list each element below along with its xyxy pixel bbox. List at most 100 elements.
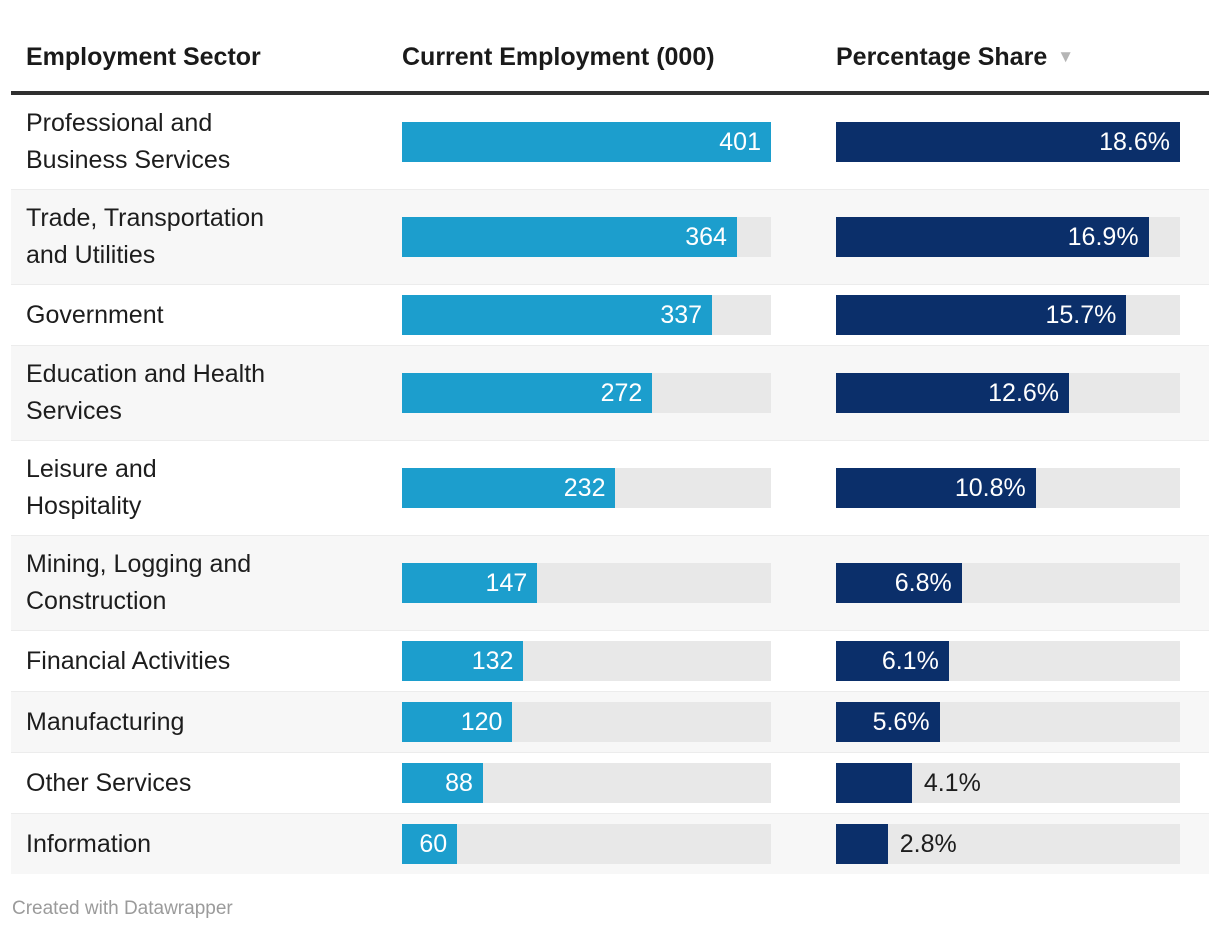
share-bar-track: 15.7% bbox=[836, 295, 1180, 335]
employment-bar-track: 88 bbox=[402, 763, 771, 803]
table-row: Government 337 15.7% bbox=[11, 284, 1209, 345]
employment-value: 337 bbox=[660, 300, 703, 329]
sector-label: Government bbox=[26, 300, 164, 329]
employment-bar-track: 60 bbox=[402, 824, 771, 864]
sector-label: Other Services bbox=[26, 768, 192, 797]
share-bar: 6.1% bbox=[836, 641, 949, 681]
share-bar-track: 18.6% bbox=[836, 122, 1180, 162]
share-value: 2.8% bbox=[899, 829, 957, 858]
share-bar: 5.6% bbox=[836, 702, 940, 742]
column-header-percentage-share[interactable]: Percentage Share ▼ bbox=[836, 42, 1180, 72]
employment-value: 88 bbox=[445, 768, 473, 797]
employment-bar-track: 147 bbox=[402, 563, 771, 603]
employment-bar: 364 bbox=[402, 217, 737, 257]
share-cell: 4.1% bbox=[836, 763, 1180, 803]
employment-cell: 60 bbox=[402, 824, 771, 864]
employment-value: 364 bbox=[685, 222, 727, 251]
share-value: 10.8% bbox=[954, 473, 1026, 502]
share-cell: 6.1% bbox=[836, 641, 1180, 681]
share-cell: 5.6% bbox=[836, 702, 1180, 742]
share-value: 6.1% bbox=[881, 646, 939, 675]
sector-label: Manufacturing bbox=[26, 707, 185, 736]
employment-cell: 147 bbox=[402, 563, 771, 603]
employment-bar: 232 bbox=[402, 468, 616, 508]
share-value: 4.1% bbox=[923, 768, 981, 797]
column-header-percentage-share-label: Percentage Share bbox=[836, 43, 1048, 71]
employment-bar: 88 bbox=[402, 763, 483, 803]
sector-label: Leisure and Hospitality bbox=[26, 455, 157, 520]
employment-value: 120 bbox=[460, 707, 503, 736]
share-bar-track: 10.8% bbox=[836, 468, 1180, 508]
share-value: 18.6% bbox=[1099, 127, 1170, 156]
employment-bar: 120 bbox=[402, 702, 513, 742]
share-bar: 12.6% bbox=[836, 373, 1070, 413]
share-bar-track: 6.1% bbox=[836, 641, 1180, 681]
column-header-employment-sector[interactable]: Employment Sector bbox=[26, 43, 261, 71]
column-header-current-employment[interactable]: Current Employment (000) bbox=[402, 43, 715, 71]
employment-cell: 132 bbox=[402, 641, 771, 681]
employment-value: 232 bbox=[563, 473, 606, 502]
table-row: Trade, Transportation and Utilities 364 16… bbox=[11, 189, 1209, 284]
table-row: Mining, Logging and Construction 147 6.8% bbox=[11, 535, 1209, 630]
sector-label: Trade, Transportation and Utilities bbox=[26, 204, 265, 269]
sector-label: Financial Activities bbox=[26, 646, 231, 675]
sector-label: Mining, Logging and Construction bbox=[26, 550, 252, 615]
share-bar-track: 12.6% bbox=[836, 373, 1180, 413]
employment-bar: 272 bbox=[402, 373, 653, 413]
table-row: Education and Health Services 272 12.6% bbox=[11, 345, 1209, 440]
employment-cell: 88 bbox=[402, 763, 771, 803]
share-cell: 10.8% bbox=[836, 468, 1180, 508]
share-cell: 15.7% bbox=[836, 295, 1180, 335]
employment-bar-track: 337 bbox=[402, 295, 771, 335]
employment-value: 401 bbox=[719, 127, 761, 156]
employment-bar-track: 120 bbox=[402, 702, 771, 742]
employment-bar-track: 364 bbox=[402, 217, 771, 257]
datawrapper-attribution[interactable]: Created with Datawrapper bbox=[12, 898, 233, 919]
sector-label: Information bbox=[26, 829, 152, 858]
share-bar-track: 2.8% bbox=[836, 824, 1180, 864]
employment-bar-track: 401 bbox=[402, 122, 771, 162]
table-row: Financial Activities 132 6.1% bbox=[11, 630, 1209, 691]
table-row: Leisure and Hospitality 232 10.8% bbox=[11, 440, 1209, 535]
share-cell: 12.6% bbox=[836, 373, 1180, 413]
employment-cell: 401 bbox=[402, 122, 771, 162]
employment-bar: 337 bbox=[402, 295, 713, 335]
employment-bar: 147 bbox=[402, 563, 538, 603]
table-row: Professional and Business Services 401 18.… bbox=[11, 95, 1209, 189]
employment-value: 132 bbox=[471, 646, 514, 675]
share-bar: 10.8% bbox=[836, 468, 1036, 508]
employment-bar-track: 132 bbox=[402, 641, 771, 681]
employment-cell: 232 bbox=[402, 468, 771, 508]
employment-bar: 401 bbox=[402, 122, 771, 162]
employment-value: 272 bbox=[600, 378, 643, 407]
sort-descending-icon[interactable]: ▼ bbox=[1057, 47, 1075, 66]
employment-bar: 132 bbox=[402, 641, 524, 681]
share-value: 16.9% bbox=[1067, 222, 1139, 251]
table-row: Other Services 88 4.1% bbox=[11, 752, 1209, 813]
share-bar: 6.8% bbox=[836, 563, 962, 603]
sector-label: Professional and Business Services bbox=[26, 109, 231, 174]
share-cell: 18.6% bbox=[836, 122, 1180, 162]
employment-bar-track: 232 bbox=[402, 468, 771, 508]
share-cell: 2.8% bbox=[836, 824, 1180, 864]
employment-cell: 364 bbox=[402, 217, 771, 257]
employment-cell: 120 bbox=[402, 702, 771, 742]
share-value: 15.7% bbox=[1045, 300, 1117, 329]
table-row: Information 60 2.8% bbox=[11, 813, 1209, 874]
share-cell: 6.8% bbox=[836, 563, 1180, 603]
share-value: 6.8% bbox=[894, 568, 952, 597]
share-bar-track: 6.8% bbox=[836, 563, 1180, 603]
employment-bar: 60 bbox=[402, 824, 458, 864]
table-header-row: Employment Sector Current Employment (00… bbox=[11, 0, 1209, 95]
share-bar-track: 4.1% bbox=[836, 763, 1180, 803]
share-bar-track: 16.9% bbox=[836, 217, 1180, 257]
employment-value: 147 bbox=[485, 568, 528, 597]
share-bar bbox=[836, 763, 912, 803]
employment-cell: 272 bbox=[402, 373, 771, 413]
share-bar: 16.9% bbox=[836, 217, 1149, 257]
share-bar: 18.6% bbox=[836, 122, 1180, 162]
share-bar: 15.7% bbox=[836, 295, 1127, 335]
employment-table: Employment Sector Current Employment (00… bbox=[11, 0, 1209, 874]
share-value: 12.6% bbox=[988, 378, 1060, 407]
sector-label: Education and Health Services bbox=[26, 360, 266, 425]
